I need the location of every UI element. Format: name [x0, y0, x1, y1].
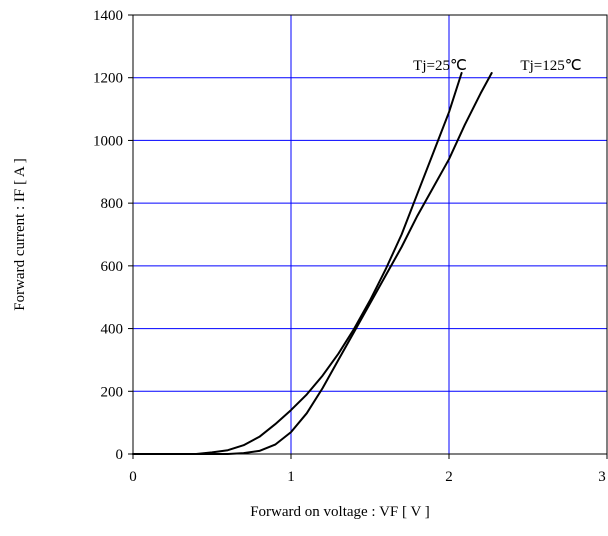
y-tick-label: 0: [116, 447, 124, 463]
series-line-tj125: [132, 72, 493, 455]
x-tick-label: 3: [598, 469, 606, 485]
y-tick-label: 1000: [93, 133, 123, 149]
x-tick-label: 2: [445, 469, 453, 485]
y-tick-label: 200: [101, 384, 124, 400]
series-line-tj25: [132, 72, 463, 455]
plot-frame: [132, 14, 608, 455]
y-tick-label: 600: [101, 259, 124, 275]
x-tick-label: 0: [129, 469, 137, 485]
series-lines: [132, 72, 493, 455]
x-tick-labels: 0 1 2 3: [129, 469, 606, 485]
annotation-tj25: Tj=25℃: [413, 58, 467, 74]
y-tick-labels: 0 200 400 600 800 1000 1200 1400: [93, 8, 123, 463]
grid-lines: [133, 15, 607, 454]
y-tick-label: 800: [101, 196, 124, 212]
tick-marks: [128, 14, 608, 459]
y-tick-label: 1200: [93, 71, 123, 87]
x-tick-label: 1: [287, 469, 295, 485]
annotation-tj125: Tj=125℃: [520, 58, 581, 74]
y-tick-label: 1400: [93, 8, 123, 24]
y-axis-label: Forward current : IF [ A ]: [12, 158, 28, 310]
y-tick-label: 400: [101, 322, 124, 338]
x-axis-label: Forward on voltage : VF [ V ]: [250, 504, 430, 520]
